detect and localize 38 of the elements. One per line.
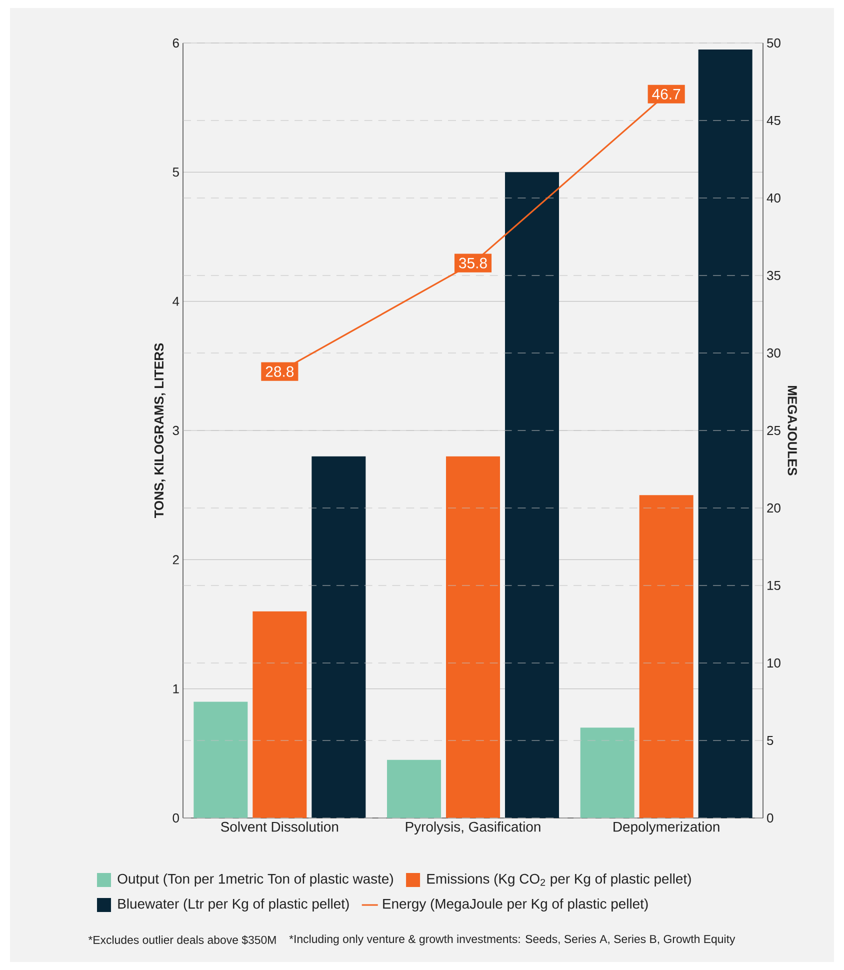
y2-tick-label: 50 xyxy=(767,38,780,48)
y2-tick-label: 20 xyxy=(767,503,780,513)
y-tick-label: 5 xyxy=(172,168,179,177)
y2-tick-label: 45 xyxy=(766,116,780,126)
y2-tick-label: 5 xyxy=(767,736,774,746)
text: *Excludes outlier deals above $350M xyxy=(88,935,276,945)
bar xyxy=(194,702,248,818)
y2-tick-label: 0 xyxy=(767,813,774,823)
x-tick-label: Pyrolysis, Gasification xyxy=(406,822,540,835)
y-axis-title: TONS, KILOGRAMS, LITERS xyxy=(154,343,166,518)
x-tick-label: Depolymerization xyxy=(614,822,720,835)
y-tick-label: 6 xyxy=(172,38,179,48)
bar xyxy=(580,728,634,818)
y2-tick-label: 35 xyxy=(767,270,780,280)
y-tick-label: 2 xyxy=(172,555,179,564)
bar xyxy=(252,611,307,818)
y-tick-label: 4 xyxy=(172,296,180,306)
legend-label: Output (Ton per 1metric Ton of plastic waste) xyxy=(118,873,393,886)
text: *Including only venture & growth investments: Seeds, Series A, Series B, Growth Equity xyxy=(289,934,736,946)
bar xyxy=(387,760,441,818)
bar xyxy=(446,456,500,818)
bar xyxy=(698,49,752,818)
y2-tick-label: 25 xyxy=(767,426,780,436)
x-tick-label: Solvent Dissolution xyxy=(221,822,338,832)
y2-tick-label: 40 xyxy=(766,193,780,203)
bar xyxy=(505,172,559,818)
legend-label: Energy (MegaJoule per Kg of plastic pellet) xyxy=(383,898,648,912)
y2-tick-label: 10 xyxy=(768,658,780,668)
bar xyxy=(312,456,366,818)
y2-tick-label: 15 xyxy=(768,580,780,590)
legend-label: Emissions (Kg CO$_{2}$ per Kg of plastic pellet) xyxy=(427,873,691,886)
y-tick-label: 0 xyxy=(172,813,179,823)
y2-axis-title: MEGAJOULES xyxy=(788,386,797,476)
y2-tick-label: 30 xyxy=(767,348,780,358)
legend-label: Bluewater (Ltr per Kg of plastic pellet) xyxy=(118,898,349,912)
y-tick-label: 3 xyxy=(172,426,179,436)
y-tick-label: 1 xyxy=(173,684,179,694)
bar xyxy=(639,495,694,818)
